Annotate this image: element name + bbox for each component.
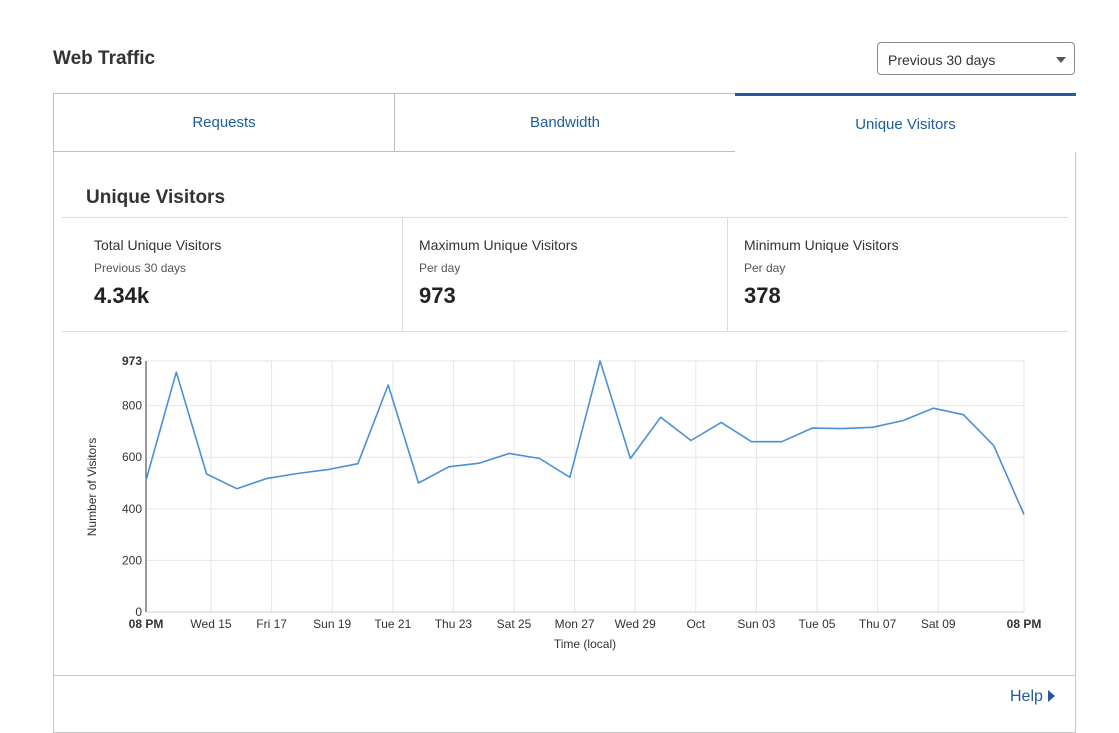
x-tick-label: Sun 19 — [313, 617, 351, 631]
divider — [402, 218, 403, 331]
x-tick-label: Sat 25 — [497, 617, 532, 631]
date-range-select[interactable]: Previous 30 days — [877, 42, 1075, 75]
x-tick-label: Sat 09 — [921, 617, 956, 631]
x-tick-label: Tue 05 — [799, 617, 836, 631]
stat-total-unique-visitors: Total Unique Visitors Previous 30 days 4… — [94, 237, 221, 309]
tab-label: Unique Visitors — [855, 116, 956, 133]
x-axis-label: Time (local) — [554, 637, 616, 651]
x-tick-label: 08 PM — [1007, 617, 1042, 631]
stat-label: Total Unique Visitors — [94, 237, 222, 253]
y-tick-label: 0 — [135, 605, 142, 619]
y-tick-label: 400 — [122, 502, 142, 516]
tab-unique-visitors[interactable]: Unique Visitors — [735, 93, 1076, 152]
x-tick-label: Tue 21 — [374, 617, 411, 631]
y-tick-label: 600 — [122, 450, 142, 464]
divider — [62, 331, 1068, 332]
x-tick-label: 08 PM — [129, 617, 164, 631]
unique-visitors-chart: 0 200 400 600 800 973 08 PM Wed 15 Fri 17 Sun 19 T… — [85, 354, 1042, 651]
x-tick-label: Oct — [686, 617, 705, 631]
x-tick-label: Wed 15 — [190, 617, 231, 631]
page-title: Web Traffic — [53, 48, 156, 69]
y-tick-label: 200 — [122, 553, 142, 567]
divider — [54, 675, 1075, 676]
stat-label: Minimum Unique Visitors — [744, 237, 899, 253]
y-axis-label: Number of Visitors — [85, 438, 99, 536]
tab-label: Bandwidth — [529, 114, 601, 131]
stat-label: Maximum Unique Visitors — [419, 237, 578, 253]
x-tick-label: Fri 17 — [256, 617, 287, 631]
caret-right-icon — [1047, 690, 1055, 702]
tab-label: Requests — [192, 114, 256, 131]
stat-sublabel: Previous 30 days — [94, 261, 187, 275]
y-tick-label: 973 — [122, 354, 142, 368]
x-tick-label: Thu 23 — [435, 617, 473, 631]
stat-minimum-unique-visitors: Minimum Unique Visitors Per day 378 — [744, 237, 899, 309]
series-line — [145, 360, 1025, 515]
section-title: Unique Visitors — [86, 187, 226, 208]
x-tick-label: Mon 27 — [555, 617, 595, 631]
stat-value: 4.34k — [94, 283, 150, 308]
date-range-value: Previous 30 days — [888, 52, 996, 68]
y-tick-label: 800 — [122, 399, 142, 413]
stat-value: 378 — [744, 283, 781, 308]
stat-sublabel: Per day — [419, 261, 461, 275]
divider — [727, 218, 728, 331]
stat-sublabel: Per day — [744, 261, 786, 275]
tab-bandwidth[interactable]: Bandwidth — [394, 93, 736, 152]
help-label: Help — [1010, 688, 1043, 705]
x-tick-label: Wed 29 — [615, 617, 656, 631]
chevron-down-icon — [1056, 57, 1066, 63]
divider — [62, 217, 1068, 218]
x-tick-label: Thu 07 — [859, 617, 897, 631]
help-link[interactable]: Help — [1010, 688, 1055, 706]
x-tick-label: Sun 03 — [737, 617, 775, 631]
stat-maximum-unique-visitors: Maximum Unique Visitors Per day 973 — [419, 237, 577, 309]
stat-value: 973 — [419, 283, 456, 308]
